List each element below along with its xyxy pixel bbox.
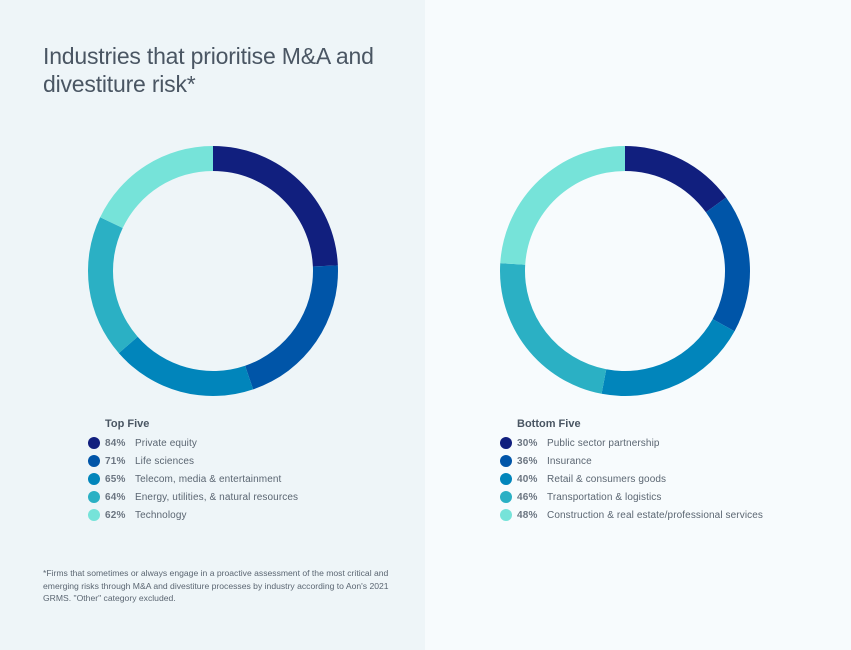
legend-label: Transportation & logistics <box>547 491 662 503</box>
legend-swatch <box>500 437 512 449</box>
donut-segment-insurance <box>705 197 751 332</box>
legend-value: 40% <box>517 473 538 485</box>
legend-label: Insurance <box>547 455 592 467</box>
legend-value: 36% <box>517 455 538 467</box>
legend-item: 48% Construction & real estate/professio… <box>500 506 763 524</box>
legend-label: Construction & real estate/professional … <box>547 509 764 521</box>
donut-segment-private-equity <box>213 146 338 267</box>
legend-label: Energy, utilities, & natural resources <box>135 491 299 503</box>
legend-item: 36% Insurance <box>500 452 763 470</box>
donut-segment-retail-consumers-goods <box>601 319 735 397</box>
legend-bottom-five: Bottom Five 30% Public sector partnershi… <box>500 417 763 524</box>
legend-label: Retail & consumers goods <box>547 473 667 485</box>
chart-title: Industries that prioritise M&A and dives… <box>43 43 374 97</box>
legend-value: 30% <box>517 437 538 449</box>
legend-swatch <box>88 491 100 503</box>
legend-swatch <box>500 473 512 485</box>
legend-value: 62% <box>105 509 126 521</box>
donut-segment-construction-real-estate-professional-services <box>500 146 625 265</box>
donut-segment-public-sector-partnership <box>625 146 727 213</box>
donut-segment-energy-utilities-natural-resources <box>87 217 138 354</box>
legend-swatch <box>88 473 100 485</box>
legend-item: 62% Technology <box>88 506 298 524</box>
legend-label: Technology <box>135 509 187 521</box>
legend-item: 65% Telecom, media & entertainment <box>88 470 298 488</box>
donut-segment-telecom-media-entertainment <box>118 336 254 397</box>
left-panel <box>0 0 425 650</box>
legend-label: Life sciences <box>135 455 195 467</box>
donut-segment-technology <box>100 146 213 228</box>
legend-item: 71% Life sciences <box>88 452 298 470</box>
legend-item: 84% Private equity <box>88 434 298 452</box>
legend-item: 64% Energy, utilities, & natural resourc… <box>88 488 298 506</box>
legend-swatch <box>500 491 512 503</box>
footnote: *Firms that sometimes or always engage i… <box>43 568 389 603</box>
legend-value: 48% <box>517 509 538 521</box>
legend-label: Public sector partnership <box>547 437 660 449</box>
legend-value: 84% <box>105 437 126 449</box>
legend-item: 40% Retail & consumers goods <box>500 470 763 488</box>
donut-segment-transportation-logistics <box>500 263 607 394</box>
legend-value: 64% <box>105 491 126 503</box>
donut-segment-life-sciences <box>245 265 338 390</box>
legend-swatch <box>88 509 100 521</box>
legend-item: 46% Transportation & logistics <box>500 488 763 506</box>
legend-label: Private equity <box>135 437 197 449</box>
legend-value: 71% <box>105 455 126 467</box>
legend-swatch <box>88 437 100 449</box>
right-panel <box>425 0 851 650</box>
legend-label: Telecom, media & entertainment <box>135 473 282 485</box>
legend-title: Top Five <box>105 418 150 430</box>
legend-swatch <box>500 455 512 467</box>
legend-value: 46% <box>517 491 538 503</box>
legend-swatch <box>88 455 100 467</box>
legend-title: Bottom Five <box>517 418 581 430</box>
legend-item: 30% Public sector partnership <box>500 434 763 452</box>
legend-top-five: Top Five 84% Private equity 71% Life sci… <box>88 417 298 524</box>
legend-swatch <box>500 509 512 521</box>
legend-value: 65% <box>105 473 126 485</box>
